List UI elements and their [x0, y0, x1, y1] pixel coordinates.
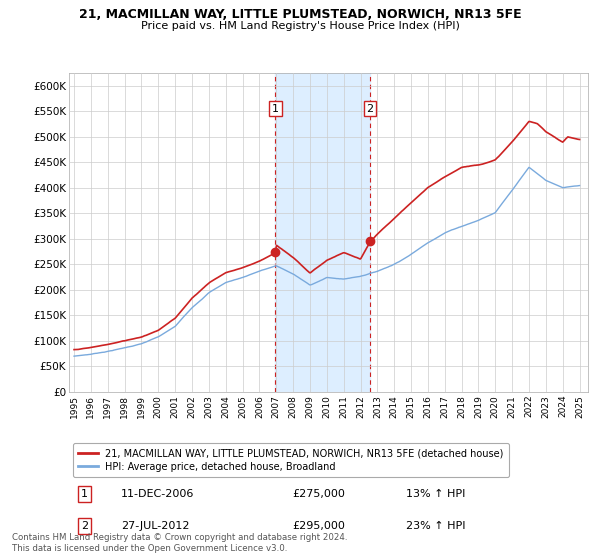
Text: £295,000: £295,000 [292, 521, 345, 531]
Text: 1: 1 [272, 104, 279, 114]
Text: £275,000: £275,000 [292, 489, 345, 499]
Text: 2: 2 [81, 521, 88, 531]
Text: 21, MACMILLAN WAY, LITTLE PLUMSTEAD, NORWICH, NR13 5FE: 21, MACMILLAN WAY, LITTLE PLUMSTEAD, NOR… [79, 8, 521, 21]
Text: 23% ↑ HPI: 23% ↑ HPI [406, 521, 466, 531]
Text: 1: 1 [81, 489, 88, 499]
Text: Contains HM Land Registry data © Crown copyright and database right 2024.
This d: Contains HM Land Registry data © Crown c… [12, 533, 347, 553]
Bar [275, 73, 370, 392]
Text: 11-DEC-2006: 11-DEC-2006 [121, 489, 194, 499]
Text: 27-JUL-2012: 27-JUL-2012 [121, 521, 190, 531]
Text: Price paid vs. HM Land Registry's House Price Index (HPI): Price paid vs. HM Land Registry's House … [140, 21, 460, 31]
Text: 13% ↑ HPI: 13% ↑ HPI [406, 489, 466, 499]
Text: 2: 2 [367, 104, 374, 114]
Legend: 21, MACMILLAN WAY, LITTLE PLUMSTEAD, NORWICH, NR13 5FE (detached house), HPI: Av: 21, MACMILLAN WAY, LITTLE PLUMSTEAD, NOR… [73, 443, 509, 477]
